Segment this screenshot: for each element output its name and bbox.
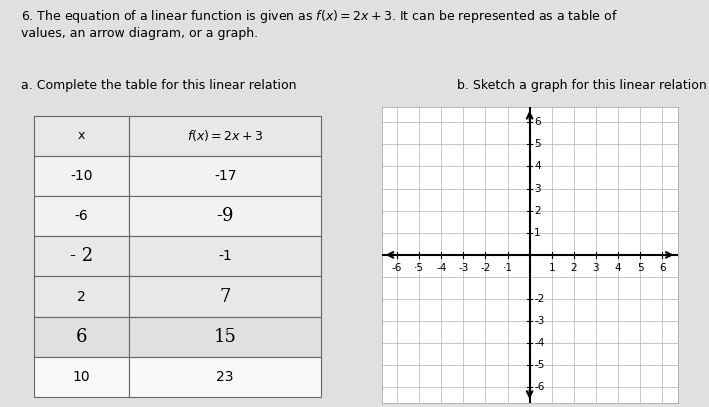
Text: 3: 3 bbox=[534, 184, 541, 194]
FancyBboxPatch shape bbox=[129, 116, 321, 156]
Text: -3: -3 bbox=[534, 316, 545, 326]
Text: -4: -4 bbox=[436, 263, 447, 273]
Text: -2: -2 bbox=[480, 263, 491, 273]
Text: -4: -4 bbox=[534, 338, 545, 348]
Text: -6: -6 bbox=[392, 263, 402, 273]
Text: 5: 5 bbox=[534, 140, 541, 149]
FancyBboxPatch shape bbox=[34, 276, 129, 317]
Text: 7: 7 bbox=[220, 288, 231, 306]
Text: 10: 10 bbox=[72, 370, 90, 384]
FancyBboxPatch shape bbox=[34, 196, 129, 236]
Text: 6: 6 bbox=[534, 117, 541, 127]
Text: 3: 3 bbox=[593, 263, 599, 273]
Text: $f(x) = 2x + 3$: $f(x) = 2x + 3$ bbox=[187, 128, 264, 143]
FancyBboxPatch shape bbox=[129, 317, 321, 357]
Text: ·1: ·1 bbox=[503, 263, 513, 273]
FancyBboxPatch shape bbox=[129, 156, 321, 196]
Text: - 2: - 2 bbox=[70, 247, 93, 265]
Text: ·5: ·5 bbox=[414, 263, 424, 273]
Text: -2: -2 bbox=[534, 294, 545, 304]
FancyBboxPatch shape bbox=[129, 357, 321, 397]
Text: -5: -5 bbox=[534, 360, 545, 370]
Text: 6. The equation of a linear function is given as $f(x) = 2x + 3$. It can be repr: 6. The equation of a linear function is … bbox=[21, 8, 618, 40]
Text: 1: 1 bbox=[534, 228, 541, 238]
Text: 2: 2 bbox=[571, 263, 577, 273]
FancyBboxPatch shape bbox=[34, 236, 129, 276]
Text: -3: -3 bbox=[458, 263, 469, 273]
Text: -6: -6 bbox=[74, 209, 89, 223]
Text: 23: 23 bbox=[216, 370, 234, 384]
Text: 4: 4 bbox=[615, 263, 621, 273]
Text: 6: 6 bbox=[659, 263, 666, 273]
FancyBboxPatch shape bbox=[129, 196, 321, 236]
FancyBboxPatch shape bbox=[129, 276, 321, 317]
Text: 5: 5 bbox=[637, 263, 643, 273]
Text: -9: -9 bbox=[216, 207, 234, 225]
Text: -17: -17 bbox=[214, 169, 236, 183]
Text: b. Sketch a graph for this linear relation: b. Sketch a graph for this linear relati… bbox=[457, 79, 707, 92]
Text: x: x bbox=[78, 129, 85, 142]
Text: -6: -6 bbox=[534, 383, 545, 392]
FancyBboxPatch shape bbox=[34, 116, 129, 156]
Text: -1: -1 bbox=[218, 249, 232, 263]
Text: 1: 1 bbox=[548, 263, 555, 273]
FancyBboxPatch shape bbox=[34, 357, 129, 397]
FancyBboxPatch shape bbox=[129, 236, 321, 276]
Text: 2: 2 bbox=[534, 206, 541, 216]
Text: 6: 6 bbox=[76, 328, 87, 346]
FancyBboxPatch shape bbox=[34, 317, 129, 357]
Text: a. Complete the table for this linear relation: a. Complete the table for this linear re… bbox=[21, 79, 296, 92]
FancyBboxPatch shape bbox=[34, 156, 129, 196]
Text: 2: 2 bbox=[77, 289, 86, 304]
Text: 4: 4 bbox=[534, 162, 541, 171]
Text: -10: -10 bbox=[70, 169, 93, 183]
Text: 15: 15 bbox=[213, 328, 237, 346]
